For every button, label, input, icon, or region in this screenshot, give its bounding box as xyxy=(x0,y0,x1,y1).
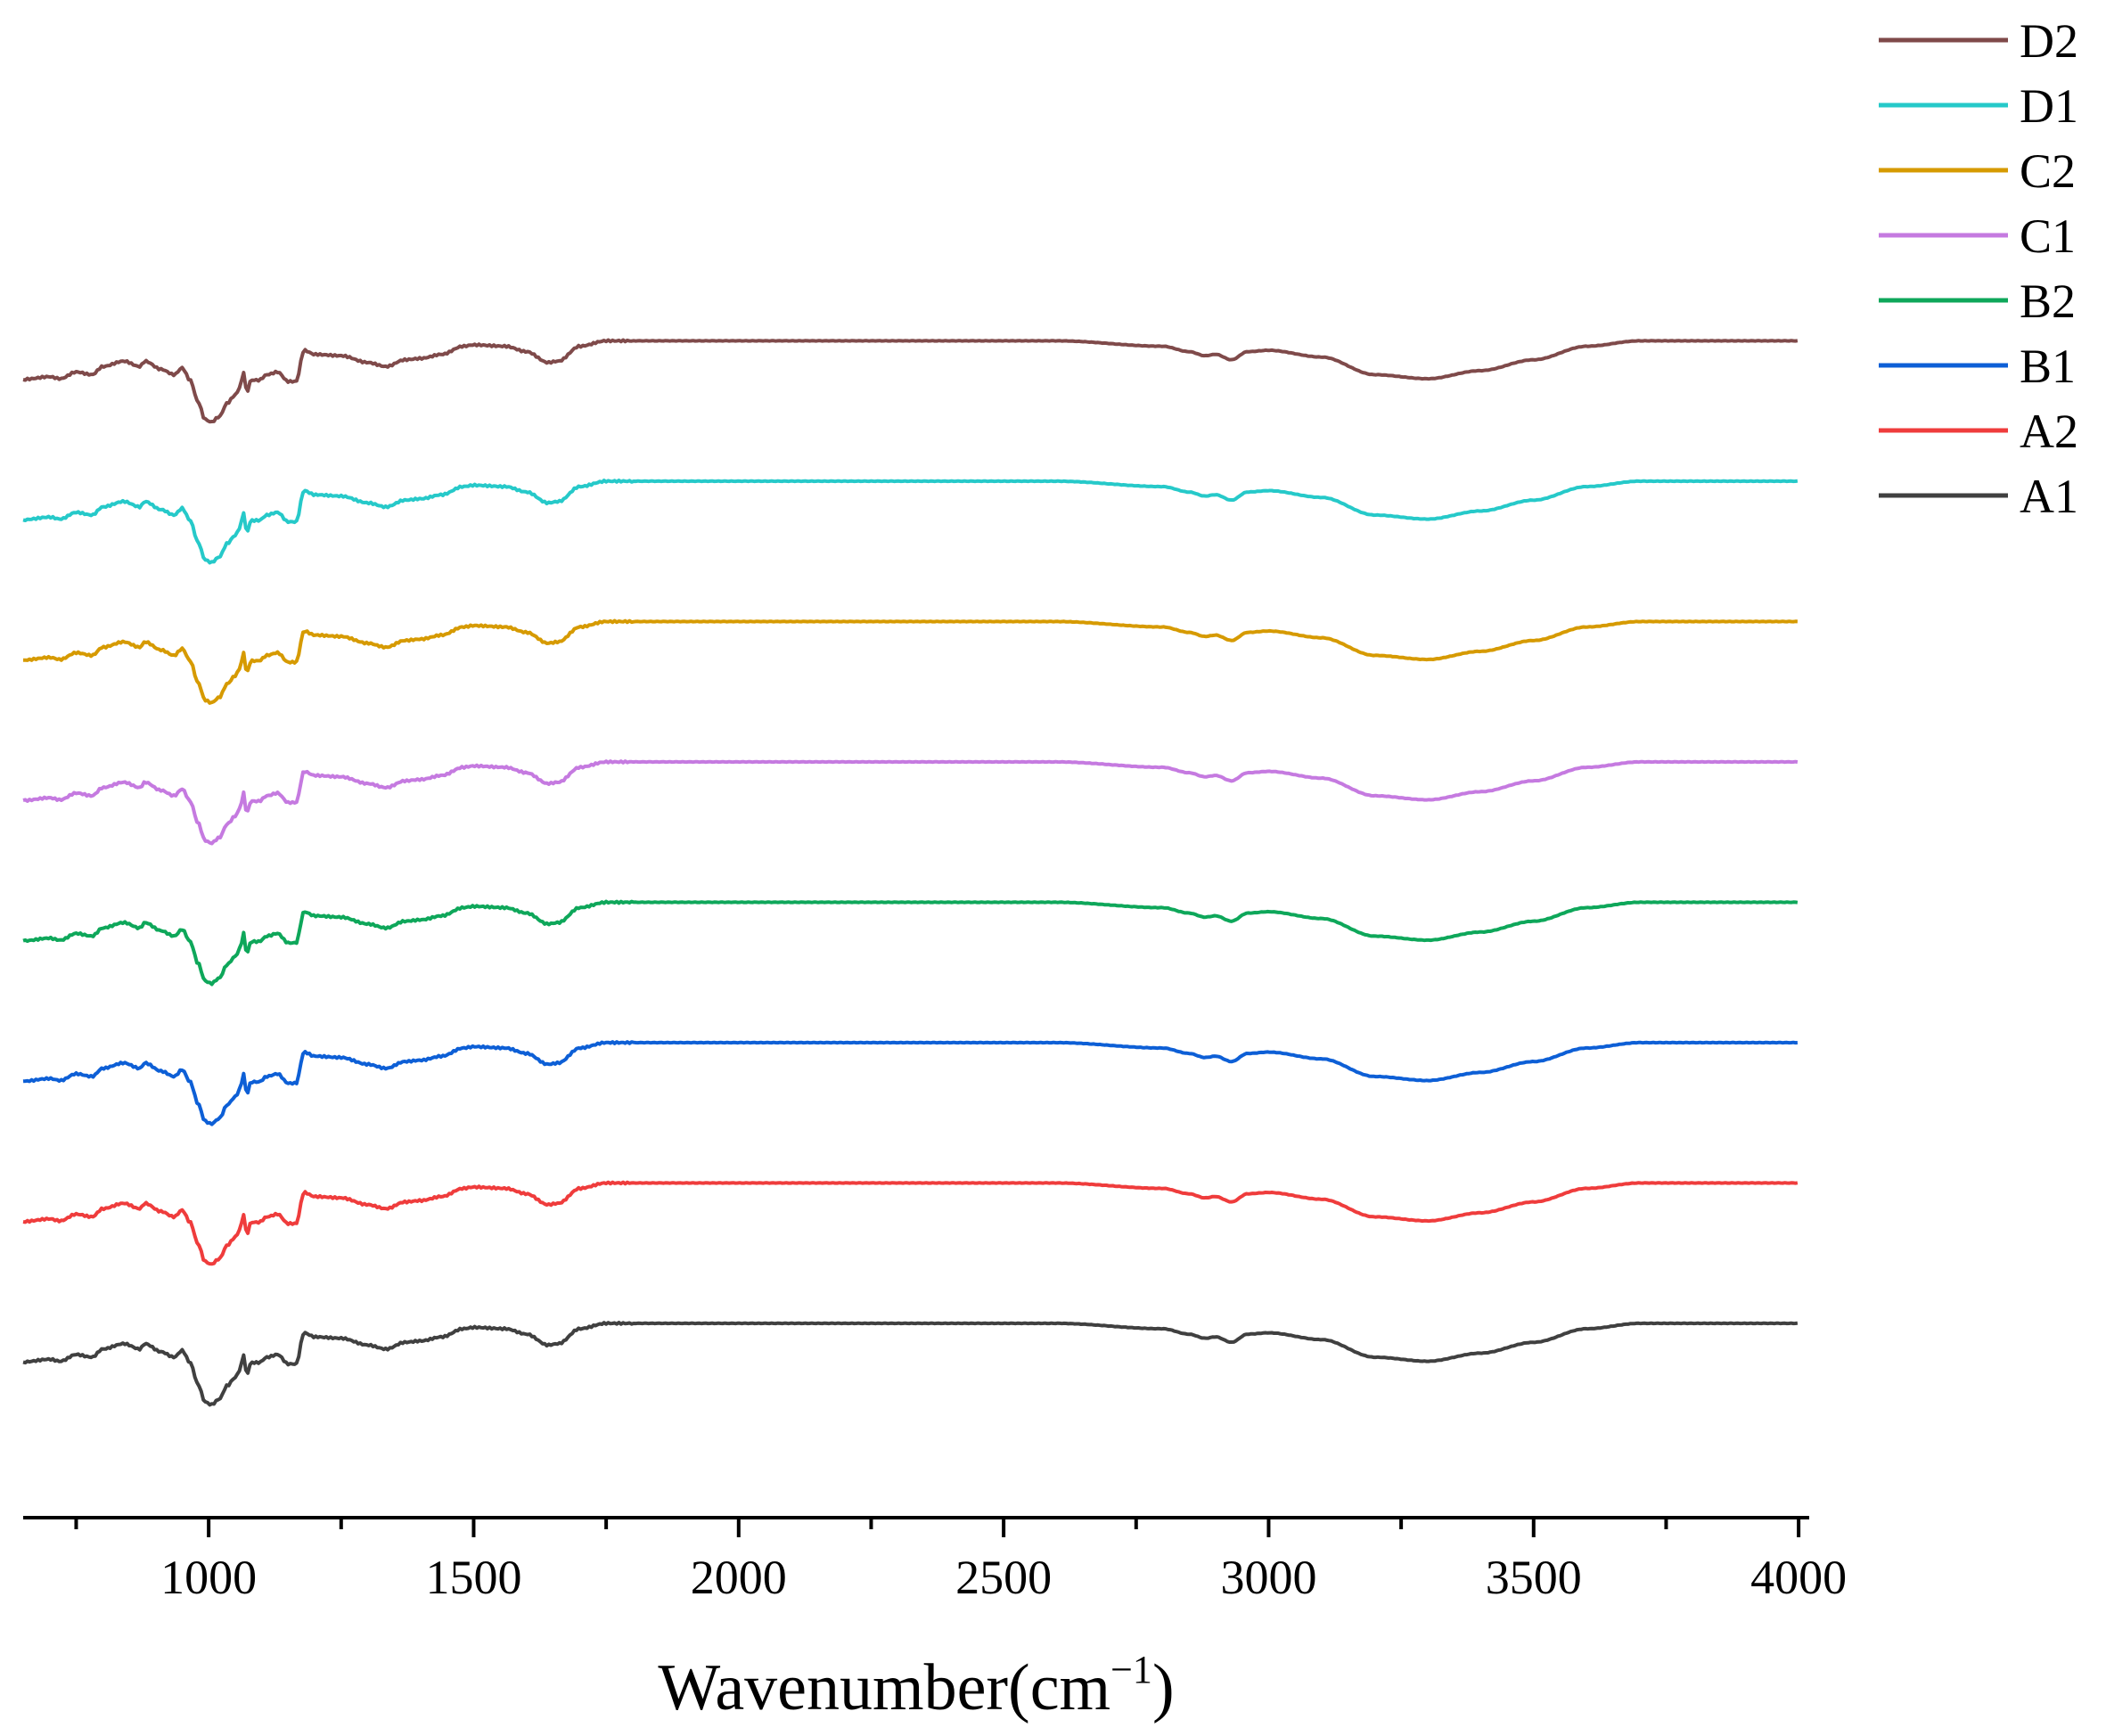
series-line-b1 xyxy=(22,1040,1798,1126)
x-tick-label: 1000 xyxy=(160,1551,257,1604)
x-axis-ticks: 1000 1500 2000 2500 3000 3500 4000 xyxy=(74,1518,1847,1604)
legend-label-c2: C2 xyxy=(2020,144,2076,198)
x-tick-label: 2000 xyxy=(691,1551,787,1604)
x-axis-title: Wavenumber(cm−1) xyxy=(658,1648,1174,1724)
series-line-d2 xyxy=(22,338,1799,424)
x-axis-title-close: ) xyxy=(1152,1651,1175,1724)
x-axis-title-superscript: −1 xyxy=(1110,1648,1152,1691)
spectra-lines xyxy=(22,338,1799,1407)
legend-label-a2: A2 xyxy=(2020,405,2078,458)
x-tick-label: 1500 xyxy=(425,1551,521,1604)
legend-label-d1: D1 xyxy=(2020,79,2078,133)
series-line-b2 xyxy=(22,899,1799,987)
series-line-a1 xyxy=(22,1321,1799,1407)
x-tick-label: 3000 xyxy=(1220,1551,1316,1604)
legend-label-b1: B1 xyxy=(2020,340,2076,393)
legend-label-b2: B2 xyxy=(2020,274,2076,328)
series-line-a2 xyxy=(22,1180,1799,1266)
legend-label-d2: D2 xyxy=(2020,14,2078,68)
series-line-c1 xyxy=(22,759,1799,846)
legend-label-a1: A1 xyxy=(2020,470,2078,523)
series-line-d1 xyxy=(22,479,1799,565)
x-axis-title-main: Wavenumber(cm xyxy=(658,1651,1110,1724)
x-tick-label: 4000 xyxy=(1750,1551,1847,1604)
series-line-c2 xyxy=(23,618,1798,705)
legend: D2 D1 C2 C1 B2 B1 A2 A1 xyxy=(1879,14,2078,523)
x-tick-label: 2500 xyxy=(955,1551,1052,1604)
legend-label-c1: C1 xyxy=(2020,209,2076,263)
x-tick-label: 3500 xyxy=(1486,1551,1582,1604)
